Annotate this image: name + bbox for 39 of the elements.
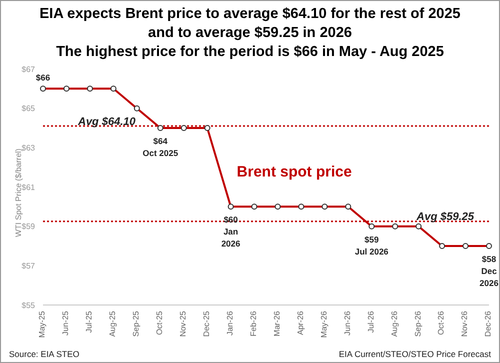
x-tick-label: Sep-26 xyxy=(413,310,422,337)
x-tick-label: Jun-25 xyxy=(61,310,70,336)
data-label: $66 xyxy=(36,72,50,83)
x-tick-label: May-26 xyxy=(319,310,328,338)
y-tick-label: $59 xyxy=(22,222,36,232)
x-tick-label: May-25 xyxy=(38,310,47,338)
x-tick-label: Mar-26 xyxy=(272,310,282,336)
x-tick-label: Jan-26 xyxy=(225,310,234,336)
y-tick-label: $65 xyxy=(22,104,36,114)
source-note: Source: EIA STEO xyxy=(9,349,80,359)
data-label: $58 Dec 2026 xyxy=(480,254,499,288)
chart-title: EIA expects Brent price to average $64.10 for the rest of 2025 and to average $59.25 in 2026 The highest price for the period is $66 in May - Aug 2025 xyxy=(38,5,462,62)
ref-line-label: Avg $64.10 xyxy=(77,116,136,128)
x-tick-label: Dec-26 xyxy=(484,310,493,337)
y-tick-label: $55 xyxy=(22,300,36,310)
series-label: Brent spot price xyxy=(236,164,352,181)
x-tick-label: Jun-26 xyxy=(342,310,352,336)
x-tick-label: Oct-26 xyxy=(436,310,446,336)
y-tick-label: $67 xyxy=(22,64,36,74)
x-tick-label: Oct-25 xyxy=(155,310,164,336)
y-tick-label: $63 xyxy=(22,144,36,153)
x-tick-label: Aug-25 xyxy=(108,310,118,337)
data-label: $60 Jan 2026 xyxy=(221,214,241,249)
x-tick-label: Feb-26 xyxy=(248,310,258,336)
ref-line-label: Avg $59.25 xyxy=(416,211,475,224)
data-label: $64 Oct 2025 xyxy=(142,136,178,158)
x-tick-label: Sep-25 xyxy=(132,310,141,337)
x-tick-label: Aug-26 xyxy=(390,310,399,337)
y-axis-title: WTI Spot Price ($/barrel) xyxy=(14,148,23,237)
x-tick-label: Jul-25 xyxy=(84,310,94,333)
x-tick-label: Jul-26 xyxy=(366,310,376,333)
y-tick-label: $57 xyxy=(22,262,36,271)
x-tick-label: Dec-25 xyxy=(202,310,211,337)
y-tick-label: $61 xyxy=(22,182,36,192)
x-tick-label: Nov-26 xyxy=(460,310,470,337)
x-tick-label: Nov-25 xyxy=(178,310,188,337)
x-tick-label: Apr-26 xyxy=(296,310,305,336)
text: EIA Current/STEO/STEO Price Forecast xyxy=(338,349,491,359)
data-label: $59 Jul 2026 xyxy=(354,234,389,256)
